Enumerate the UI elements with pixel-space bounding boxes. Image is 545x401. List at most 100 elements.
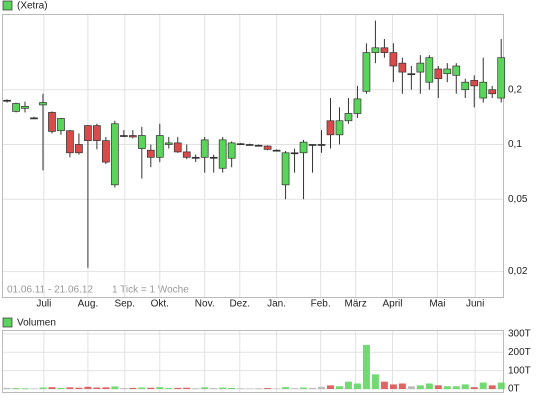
volume-bar [273, 388, 281, 389]
volume-bar [12, 388, 20, 389]
candle-body [93, 125, 101, 141]
candle-body [111, 123, 119, 186]
volume-bar [246, 388, 254, 389]
candle-body [317, 144, 326, 146]
volume-bar [57, 387, 65, 389]
candle-body [398, 62, 407, 73]
y-tick-label: 0T [508, 384, 520, 395]
x-tick-label: Feb. [311, 299, 331, 310]
volume-bar [165, 388, 173, 389]
candle-body [380, 47, 389, 53]
candle-body [164, 142, 173, 145]
legend-label: (Xetra) [17, 1, 48, 12]
volume-bar [66, 387, 74, 389]
volume-bar [416, 385, 424, 389]
candle-body [362, 52, 371, 92]
volume-bar [425, 383, 433, 389]
volume-bar [309, 387, 317, 389]
volume-bar [488, 385, 496, 389]
candle-body [452, 65, 461, 76]
candle-body [30, 117, 38, 120]
candle-body [407, 73, 416, 76]
x-tick-label: Jan. [267, 299, 286, 310]
y-tick-label: 300T [508, 329, 531, 340]
candle-body [254, 144, 263, 147]
volume-bar [353, 383, 361, 389]
volume-bar [156, 387, 164, 389]
volume-frame [2, 330, 504, 393]
volume-bar [389, 384, 397, 389]
candle-body [57, 118, 65, 132]
y-tick-label: 0,1 [508, 139, 522, 150]
candle-body [200, 139, 209, 158]
candle-body [371, 47, 380, 53]
candle-body [21, 106, 29, 109]
candle-body [425, 57, 434, 83]
y-tick-label: 0,02 [508, 266, 528, 277]
volume-bar [300, 387, 308, 389]
x-tick-label: Juli [36, 299, 51, 310]
candle-body [66, 130, 74, 154]
candle-body [182, 151, 191, 158]
candle-body [209, 156, 218, 159]
volume-bar [335, 386, 343, 389]
candle-body [272, 149, 281, 152]
legend-label: Volumen [17, 318, 56, 329]
period-label: 01.06.11 - 21.06.12 [7, 285, 93, 296]
volume-bar [39, 387, 47, 389]
candle-body [416, 62, 425, 73]
volume-bar [174, 387, 182, 389]
y-tick-label: 0,2 [508, 84, 522, 95]
candle-body [146, 149, 155, 158]
volume-bar [48, 387, 56, 389]
x-tick-label: März [345, 299, 367, 310]
candle-body [299, 141, 308, 154]
y-tick-label: 0,05 [508, 194, 528, 205]
candle-body [281, 152, 290, 186]
volume-bar [291, 388, 299, 389]
candle-body [434, 68, 443, 80]
volume-bar [344, 381, 352, 389]
candle-body [326, 120, 335, 136]
candle-body [290, 152, 299, 155]
volume-bar [497, 382, 505, 389]
candle-body [48, 112, 56, 132]
x-tick-label: Dez. [229, 299, 250, 310]
legend-swatch [2, 0, 13, 11]
volume-bar [362, 344, 370, 389]
x-tick-label: Sep. [114, 299, 135, 310]
candle-body [12, 103, 20, 112]
volume-bar [237, 388, 245, 389]
volume-bar [120, 388, 128, 389]
candle-body [245, 144, 254, 146]
x-tick-label: Juni [466, 299, 484, 310]
volume-bar [183, 387, 191, 389]
volume-bar [326, 385, 334, 389]
candle-body [389, 52, 398, 67]
x-tick-label: Nov. [195, 299, 215, 310]
candle-body [263, 145, 272, 150]
volume-bar [264, 388, 272, 389]
volume-bar [380, 381, 388, 389]
candle-body [218, 139, 227, 169]
volume-bar [201, 387, 209, 389]
candle-body [461, 81, 470, 91]
candle-body [488, 89, 497, 95]
volume-bar [479, 382, 487, 389]
candle-body [191, 156, 200, 159]
candle-body [119, 135, 128, 137]
x-tick-label: April [382, 299, 402, 310]
volume-bar [434, 385, 442, 389]
plot-frame [2, 14, 504, 298]
candle-body [308, 144, 317, 146]
volume-bar [21, 388, 29, 389]
volume-bar [129, 387, 137, 389]
candle-body [75, 144, 83, 154]
volume-bar [147, 387, 155, 389]
candle-body [470, 80, 479, 87]
tick-note: 1 Tick = 1 Woche [112, 285, 189, 296]
candle-body [479, 81, 488, 99]
candle-body [335, 120, 344, 136]
volume-bar [75, 387, 83, 389]
